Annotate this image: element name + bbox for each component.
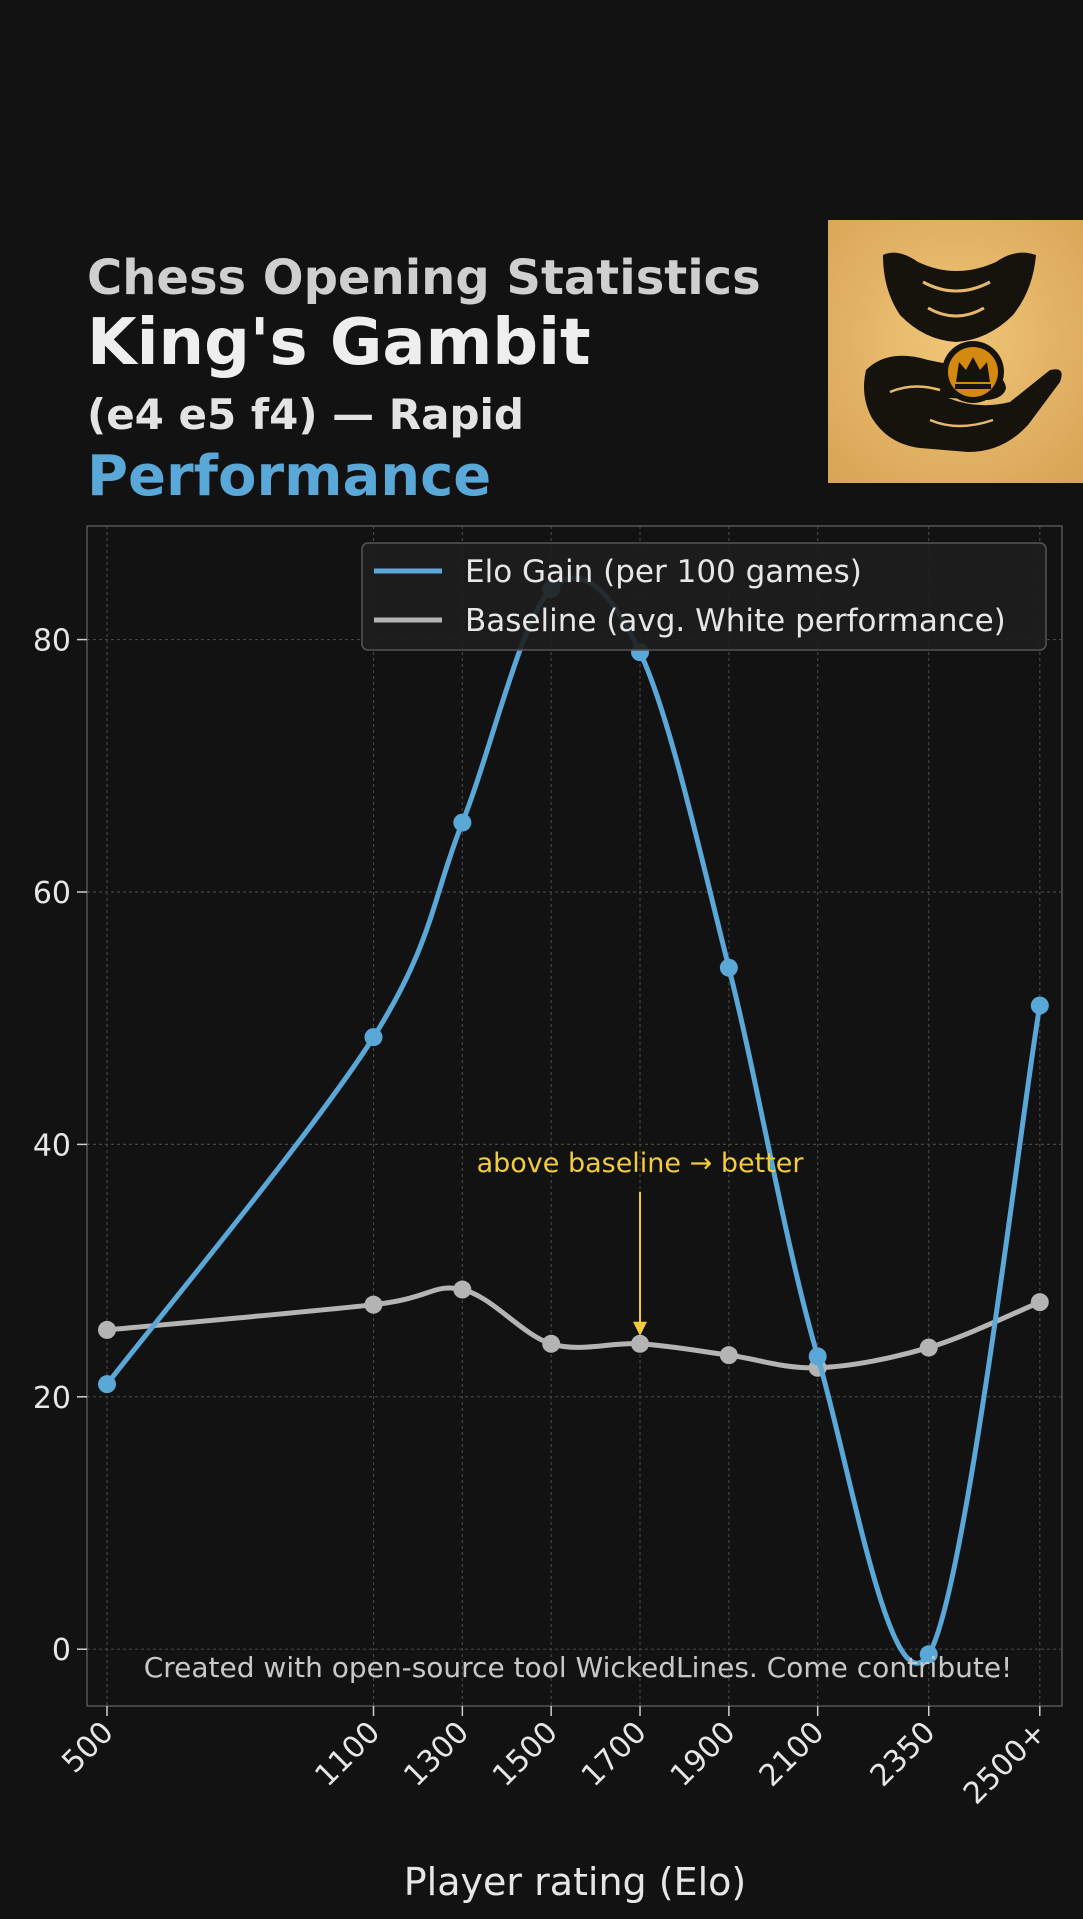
legend-label-baseline: Baseline (avg. White performance) (465, 603, 1006, 639)
x-tick-label: 500 (55, 1715, 120, 1780)
plot-frame (87, 526, 1062, 1706)
elo-gain-point (1031, 997, 1049, 1015)
elo-gain-point (809, 1347, 827, 1365)
series-layer (98, 578, 1049, 1663)
baseline-point (631, 1335, 649, 1353)
x-tick-label: 2100 (753, 1715, 832, 1794)
x-axis-label: Player rating (Elo) (404, 1860, 746, 1904)
elo-gain-point (453, 814, 471, 832)
elo-gain-point (98, 1375, 116, 1393)
x-tick-label: 1300 (397, 1715, 476, 1794)
baseline-point (365, 1296, 383, 1314)
x-tick-label: 1100 (308, 1715, 387, 1794)
y-tick-label: 0 (52, 1633, 71, 1668)
y-tick-label: 40 (33, 1128, 71, 1163)
y-tick-label: 60 (33, 876, 71, 911)
axes: 0 20 40 60 80 500 1100 1300 1500 1700 1900 2100 2350… (33, 624, 1054, 1812)
elo-gain-point (365, 1028, 383, 1046)
baseline-point (1031, 1293, 1049, 1311)
baseline-point (98, 1321, 116, 1339)
x-tick-label: 2500+ (957, 1715, 1054, 1812)
grid (87, 526, 1062, 1706)
y-tick-label: 80 (33, 624, 71, 659)
x-tick-label: 2350 (864, 1715, 943, 1794)
elo-gain-point (720, 959, 738, 977)
annotation: above baseline → better (477, 1148, 805, 1336)
elo-gain-line (107, 578, 1040, 1663)
baseline-point (453, 1281, 471, 1299)
x-tick-label: 1700 (575, 1715, 654, 1794)
x-tick-label: 1900 (664, 1715, 743, 1794)
baseline-point (920, 1339, 938, 1357)
legend-label-elo-gain: Elo Gain (per 100 games) (465, 554, 862, 590)
baseline-point (542, 1335, 560, 1353)
x-tick-label: 1500 (486, 1715, 565, 1794)
footer-credit: Created with open-source tool WickedLine… (144, 1651, 1013, 1684)
baseline-line (107, 1288, 1040, 1368)
baseline-point (720, 1346, 738, 1364)
legend: Elo Gain (per 100 games) Baseline (avg. W… (362, 543, 1046, 650)
annotation-arrowhead (633, 1322, 647, 1336)
y-tick-label: 20 (33, 1381, 71, 1416)
annotation-text: above baseline → better (477, 1148, 805, 1179)
